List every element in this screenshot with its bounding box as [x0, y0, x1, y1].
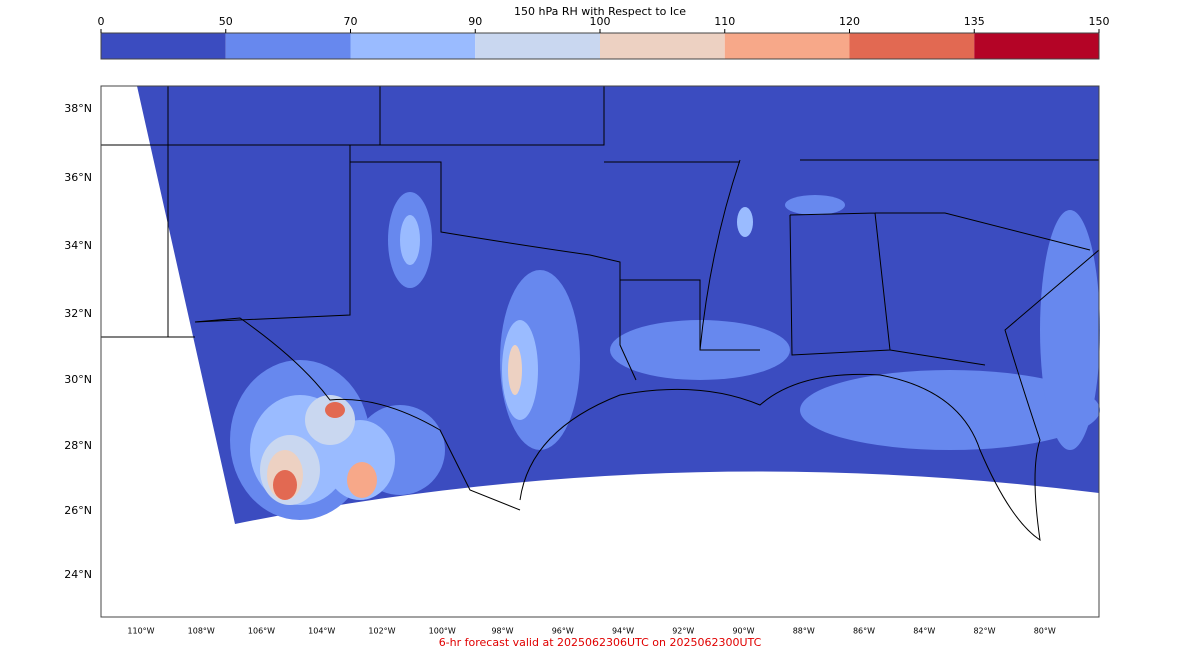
colorbar-tick-label: 110: [714, 15, 735, 28]
lon-label: 92°W: [672, 627, 694, 636]
colorbar-tick-label: 150: [1089, 15, 1110, 28]
lat-label: 30°N: [64, 373, 92, 386]
colorbar-segment: [475, 33, 600, 59]
colorbar-tick-label: 50: [219, 15, 233, 28]
lat-label: 26°N: [64, 504, 92, 517]
lat-label: 38°N: [64, 102, 92, 115]
lat-label: 34°N: [64, 239, 92, 252]
colorbar-tick-label: 100: [590, 15, 611, 28]
lon-label: 108°W: [188, 627, 215, 636]
colorbar-segment: [600, 33, 725, 59]
lon-label: 86°W: [853, 627, 875, 636]
axes: 38°N 36°N 34°N 32°N 30°N 28°N 26°N 24°N 110°W 108…: [64, 102, 1056, 636]
lon-label: 100°W: [429, 627, 456, 636]
lon-label: 106°W: [248, 627, 275, 636]
lat-label: 28°N: [64, 439, 92, 452]
lon-label: 110°W: [127, 627, 154, 636]
lon-label: 84°W: [913, 627, 935, 636]
footer: 6-hr forecast valid at 2025062306UTC on …: [439, 636, 762, 649]
colorbar-title: 150 hPa RH with Respect to Ice: [514, 5, 686, 18]
colorbar: 0 50 70 90 100 110 120 135 150: [98, 15, 1110, 60]
lon-label: 98°W: [491, 627, 513, 636]
lon-label: 104°W: [308, 627, 335, 636]
boundaries: [101, 86, 1100, 542]
colorbar-tick-label: 90: [468, 15, 482, 28]
lon-label: 80°W: [1034, 627, 1056, 636]
colorbar-segment: [724, 33, 850, 59]
lon-label: 102°W: [368, 627, 395, 636]
colorbar-segment: [350, 33, 476, 59]
colorbar-tick-label: 70: [344, 15, 358, 28]
lon-label: 90°W: [732, 627, 754, 636]
lon-label: 94°W: [612, 627, 634, 636]
lon-label: 88°W: [793, 627, 815, 636]
lat-label: 36°N: [64, 171, 92, 184]
colorbar-segment: [101, 33, 226, 59]
lon-label: 96°W: [552, 627, 574, 636]
colorbar-tick-label: 135: [964, 15, 985, 28]
colorbar-segment: [225, 33, 351, 59]
colorbar-segment: [849, 33, 975, 59]
map: [100, 85, 1100, 618]
colorbar-tick-label: 120: [839, 15, 860, 28]
lat-label: 24°N: [64, 568, 92, 581]
colorbar-segment: [974, 33, 1099, 59]
colorbar-tick-label: 0: [98, 15, 105, 28]
lat-label: 32°N: [64, 307, 92, 320]
map-frame: [100, 85, 1100, 618]
lon-label: 82°W: [973, 627, 995, 636]
